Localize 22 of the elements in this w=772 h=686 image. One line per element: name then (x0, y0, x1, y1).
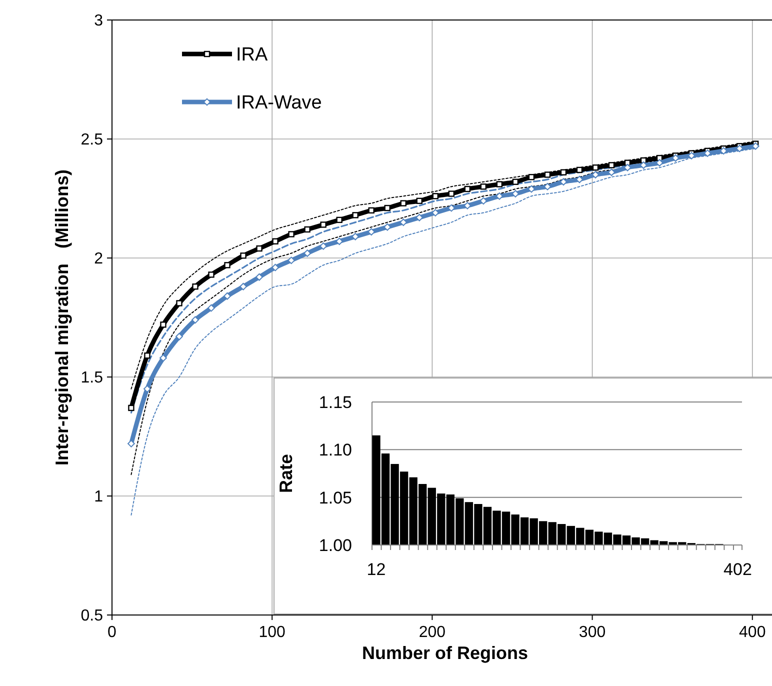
y-tick-label: 0.5 (80, 608, 104, 625)
x-tick-label: 402 (724, 560, 752, 579)
y-axis-title: Inter-regional migration (Millions) (52, 169, 72, 466)
x-axis-title: Number of Regions (362, 643, 528, 663)
y-axis-title: Rate (276, 454, 296, 494)
x-tick-label: 300 (578, 624, 606, 641)
y-tick-label: 1.5 (80, 370, 104, 387)
y-tick-label: 1.05 (318, 488, 352, 508)
y-tick-label: 1.00 (318, 536, 352, 555)
x-tick-label: 12 (366, 560, 386, 579)
x-tick-label: 400 (739, 624, 766, 641)
y-tick-label: 1.10 (318, 440, 352, 460)
x-tick-label: 100 (258, 624, 286, 641)
y-tick-label: 3 (94, 12, 104, 30)
x-tick-label: 0 (108, 624, 117, 641)
y-tick-label: 2 (94, 250, 104, 268)
legend-label: IRA (236, 44, 268, 66)
y-tick-label: 1.15 (318, 392, 352, 412)
x-tick-label: 200 (418, 624, 446, 641)
y-tick-label: 1 (94, 488, 104, 506)
y-tick-label: 2.5 (80, 132, 104, 149)
legend-label: IRA-Wave (236, 92, 322, 114)
